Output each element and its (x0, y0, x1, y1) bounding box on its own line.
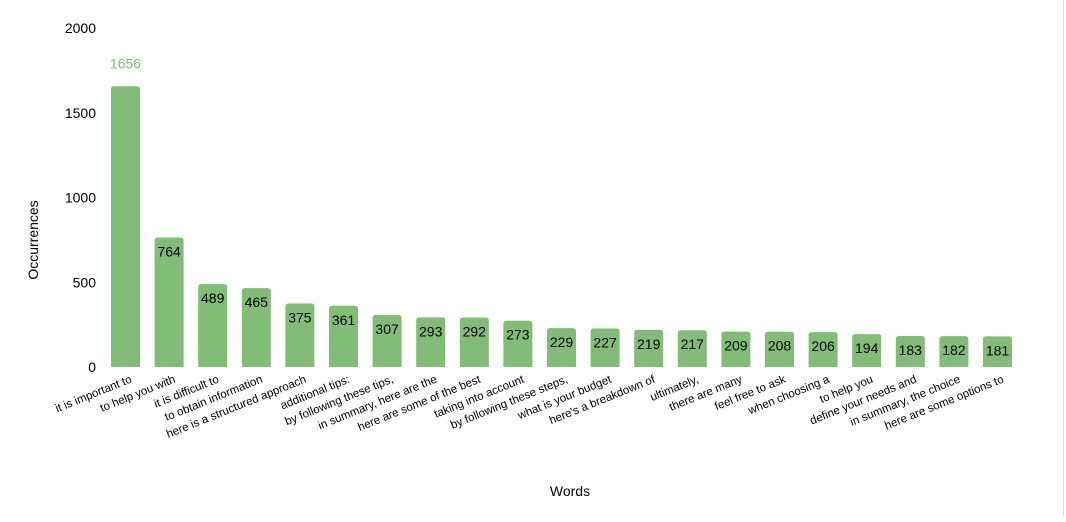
bar-value-label: 293 (419, 323, 443, 339)
bar-value-label: 229 (550, 334, 574, 350)
bar (416, 317, 446, 367)
bar-value-label: 217 (681, 336, 705, 352)
bar (372, 314, 402, 367)
bar (808, 332, 838, 367)
bar-value-label: 375 (288, 309, 312, 325)
bar-value-label: 182 (942, 342, 966, 358)
bar (677, 330, 707, 367)
bar-value-label: 208 (768, 338, 792, 354)
value-labels: 1656 764 489 465 375 361 307 293 292 273 229 227 219… (110, 55, 1009, 358)
y-tick-label: 1000 (65, 190, 96, 206)
bar (721, 331, 751, 367)
y-tick-label: 500 (73, 274, 97, 290)
right-border (1063, 0, 1064, 517)
bar-value-label: 307 (375, 321, 399, 337)
y-tick-label: 1500 (65, 105, 96, 121)
bar (939, 336, 969, 367)
bar (765, 331, 794, 367)
x-axis-title: Words (550, 483, 590, 499)
y-axis-title: Occurrences (25, 200, 41, 279)
bar-value-label: 292 (463, 324, 487, 340)
bar (590, 328, 620, 367)
bars (111, 86, 1012, 368)
bar (241, 288, 271, 367)
bar-value-label: 183 (899, 342, 923, 358)
bar (285, 303, 315, 367)
bar (852, 334, 882, 367)
bar (895, 335, 925, 367)
bar (547, 328, 576, 367)
y-tick-label: 0 (88, 359, 96, 375)
bar-value-label: 361 (332, 312, 356, 328)
bar (634, 329, 664, 367)
bar-value-label: 465 (245, 294, 269, 310)
bar-value-label: 209 (724, 338, 748, 354)
bar-value-label: 181 (986, 342, 1010, 358)
bar-value-label: 227 (593, 335, 617, 351)
bar (329, 305, 358, 367)
bar-value-label: 273 (506, 327, 530, 343)
bar (198, 284, 228, 367)
bar-value-label: 206 (811, 338, 835, 354)
bar-value-label: 489 (201, 290, 225, 306)
bar (983, 336, 1012, 367)
bar-value-label: 1656 (110, 55, 141, 71)
bar-value-label: 764 (157, 244, 181, 260)
bar (503, 320, 533, 367)
bar (154, 237, 184, 367)
bar-value-label: 219 (637, 336, 661, 352)
bar (111, 86, 140, 368)
bar-value-label: 194 (855, 340, 879, 356)
y-tick-label: 2000 (65, 20, 96, 36)
bar (459, 317, 489, 367)
y-axis-ticks: 0 500 1000 1500 2000 (65, 20, 96, 375)
